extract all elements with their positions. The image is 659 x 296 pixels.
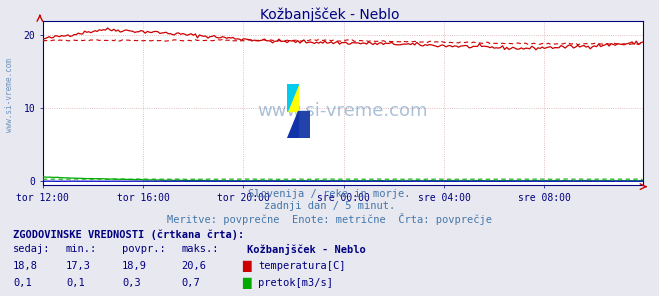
Polygon shape [287,111,298,138]
Text: 18,8: 18,8 [13,261,38,271]
Text: www.si-vreme.com: www.si-vreme.com [5,58,14,132]
Text: temperatura[C]: temperatura[C] [258,261,346,271]
Bar [287,84,298,111]
Polygon shape [287,84,298,111]
Text: maks.:: maks.: [181,244,219,254]
Text: 0,1: 0,1 [66,278,84,288]
Text: sedaj:: sedaj: [13,244,51,254]
Text: pretok[m3/s]: pretok[m3/s] [258,278,333,288]
Text: 0,3: 0,3 [122,278,140,288]
Text: 0,1: 0,1 [13,278,32,288]
Text: 17,3: 17,3 [66,261,91,271]
Text: ZGODOVINSKE VREDNOSTI (črtkana črta):: ZGODOVINSKE VREDNOSTI (črtkana črta): [13,229,244,240]
Text: 20,6: 20,6 [181,261,206,271]
Text: Kožbanjšček - Neblo: Kožbanjšček - Neblo [260,7,399,22]
Bar [298,111,310,138]
Text: Kožbanjšček - Neblo: Kožbanjšček - Neblo [247,244,366,255]
Text: 0,7: 0,7 [181,278,200,288]
Text: Meritve: povprečne  Enote: metrične  Črta: povprečje: Meritve: povprečne Enote: metrične Črta:… [167,213,492,225]
Text: █: █ [243,278,251,289]
Text: min.:: min.: [66,244,97,254]
Text: 18,9: 18,9 [122,261,147,271]
Text: www.si-vreme.com: www.si-vreme.com [258,102,428,120]
Text: Slovenija / reke in morje.: Slovenija / reke in morje. [248,189,411,200]
Text: povpr.:: povpr.: [122,244,165,254]
Text: zadnji dan / 5 minut.: zadnji dan / 5 minut. [264,201,395,211]
Text: █: █ [243,261,251,272]
